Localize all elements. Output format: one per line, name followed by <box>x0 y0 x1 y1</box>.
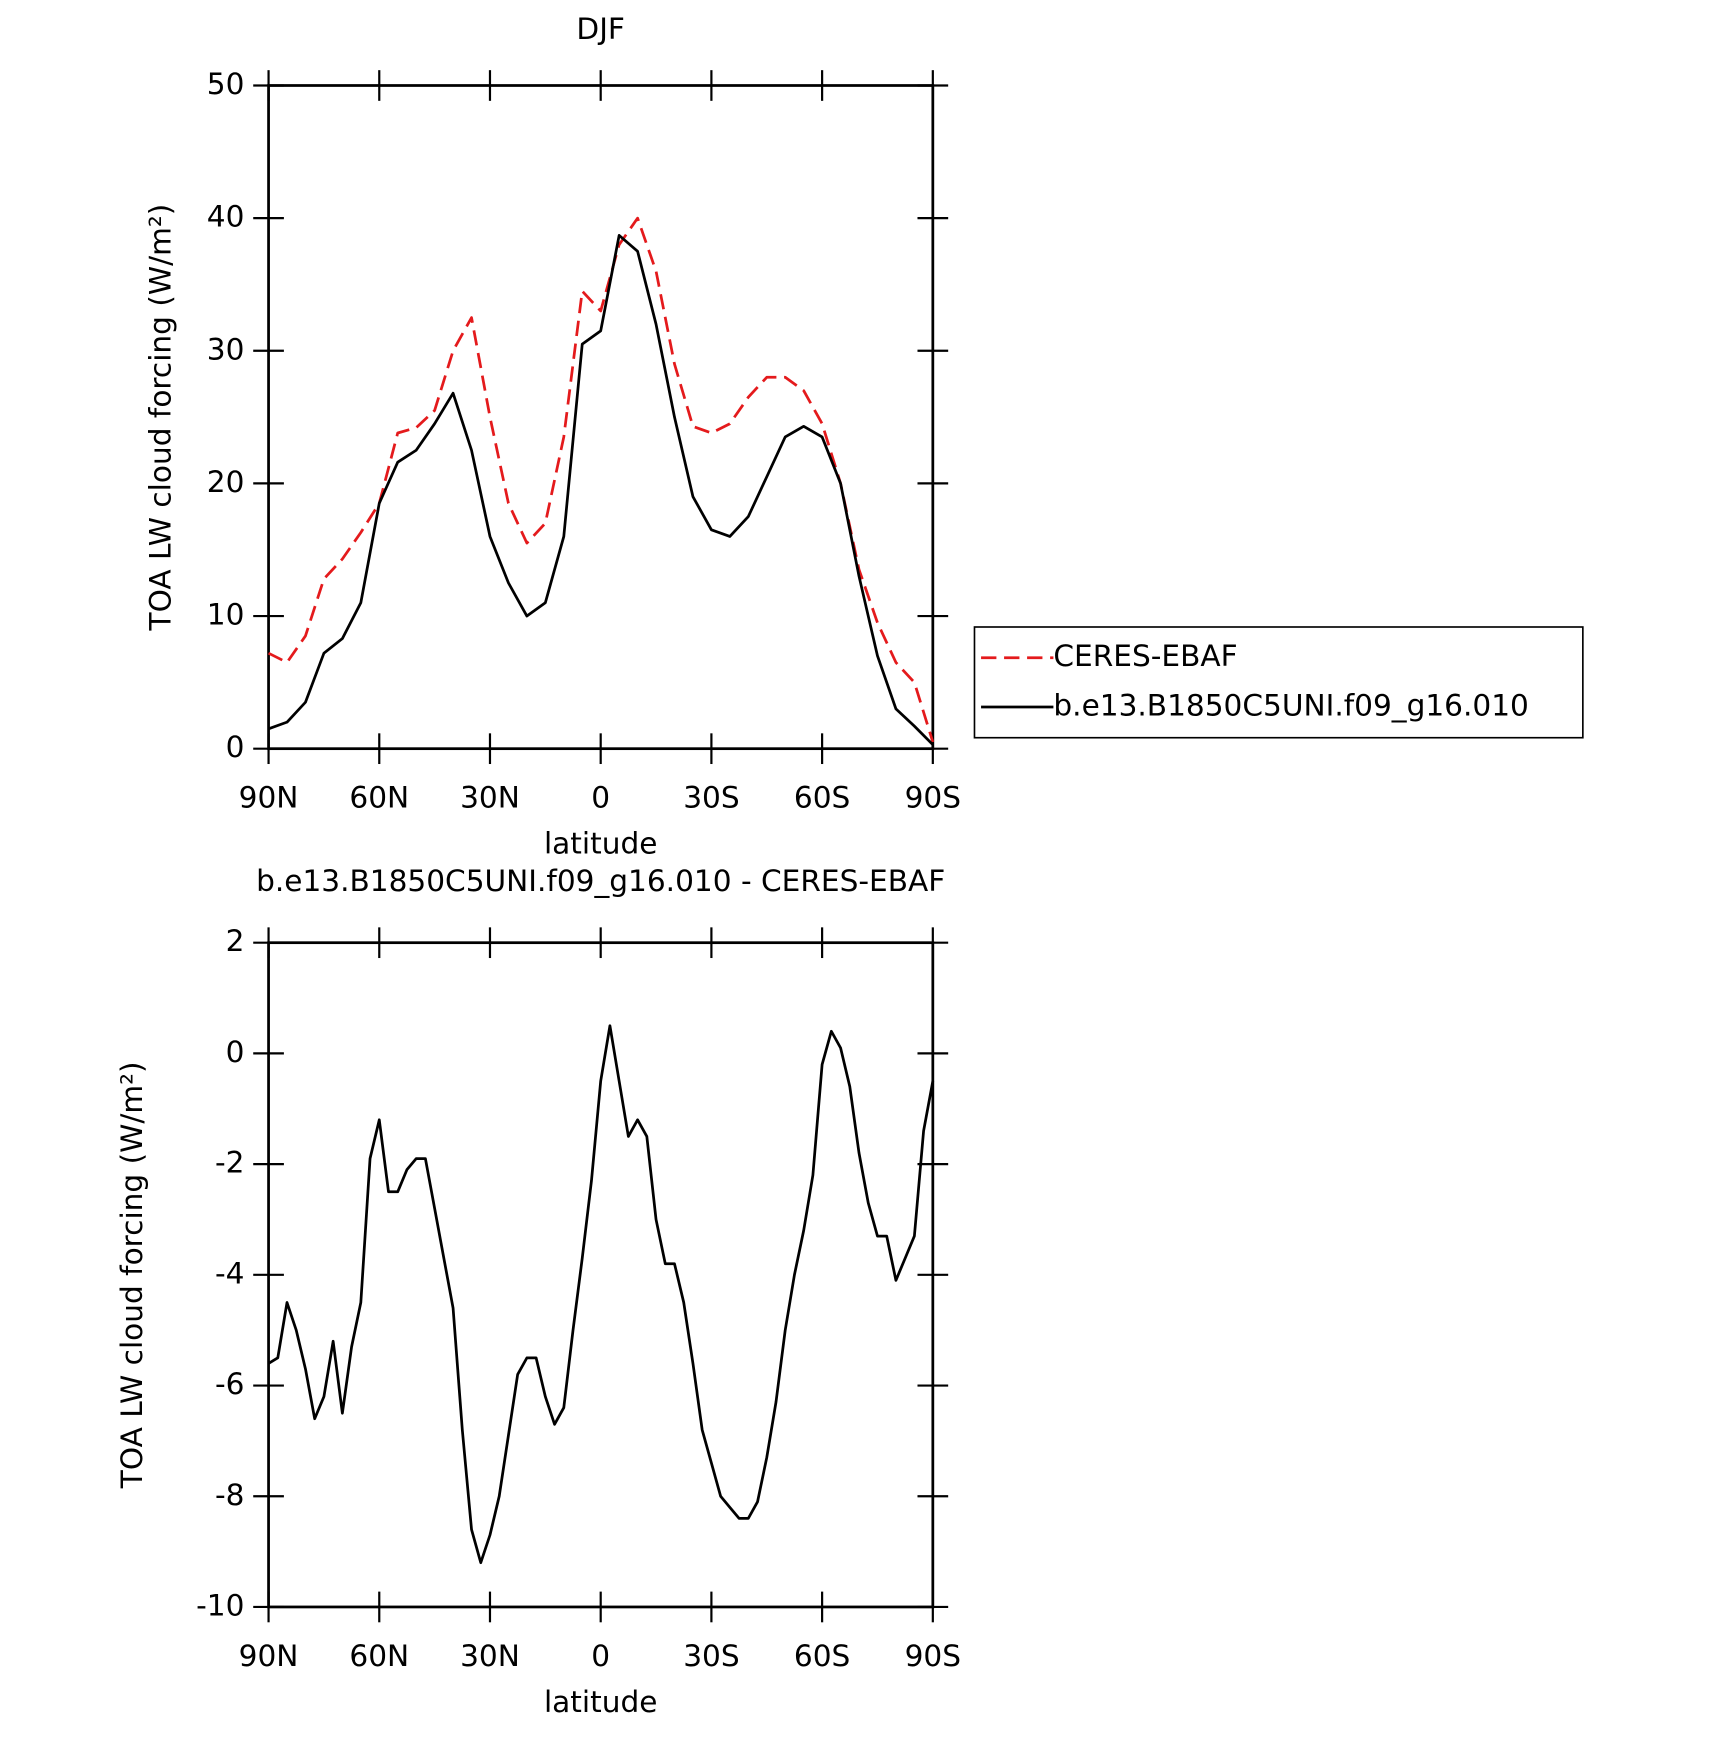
x-tick-label: 30S <box>683 781 739 815</box>
legend-box <box>973 626 1584 739</box>
x-axis-label: latitude <box>544 1685 657 1719</box>
y-tick-label: -8 <box>215 1478 245 1512</box>
x-tick-label: 60S <box>794 1639 850 1673</box>
y-tick-label: 20 <box>207 465 245 499</box>
x-tick-label: 60N <box>349 1639 409 1673</box>
y-tick-label: 2 <box>226 924 245 958</box>
y-tick-label: 50 <box>207 67 245 101</box>
y-axis-label: TOA LW cloud forcing (W/m²) <box>144 204 178 632</box>
plot-frame <box>267 941 935 1609</box>
data-line <box>267 1024 935 1565</box>
y-tick-label: 40 <box>207 200 245 234</box>
y-tick-label: 0 <box>226 1035 245 1069</box>
x-tick-label: 90N <box>239 1639 299 1673</box>
y-tick-label: 0 <box>226 730 245 764</box>
y-tick-label: -4 <box>215 1256 245 1290</box>
data-line <box>267 216 935 743</box>
legend-label: CERES-EBAF <box>1053 639 1237 673</box>
x-tick-label: 0 <box>591 1639 610 1673</box>
x-axis-label: latitude <box>544 827 657 861</box>
x-tick-label: 90N <box>239 781 299 815</box>
legend-label: b.e13.B1850C5UNI.f09_g16.010 <box>1053 689 1528 723</box>
x-tick-label: 60S <box>794 781 850 815</box>
y-tick-label: -10 <box>196 1588 244 1622</box>
x-tick-label: 60N <box>349 781 409 815</box>
x-tick-label: 0 <box>591 781 610 815</box>
y-tick-label: -2 <box>215 1146 245 1180</box>
y-tick-label: 30 <box>207 332 245 366</box>
x-tick-label: 90S <box>905 781 961 815</box>
data-line <box>268 234 934 746</box>
chart-title: b.e13.B1850C5UNI.f09_g16.010 - CERES-EBA… <box>256 864 945 898</box>
x-tick-label: 30N <box>460 1639 520 1673</box>
x-tick-label: 30N <box>460 781 520 815</box>
chart-title: DJF <box>576 12 625 46</box>
x-tick-label: 90S <box>905 1639 961 1673</box>
y-tick-label: -6 <box>215 1367 245 1401</box>
y-tick-label: 10 <box>207 598 245 632</box>
plot-frame <box>267 84 935 751</box>
y-axis-label: TOA LW cloud forcing (W/m²) <box>115 1061 149 1489</box>
x-tick-label: 30S <box>683 1639 739 1673</box>
